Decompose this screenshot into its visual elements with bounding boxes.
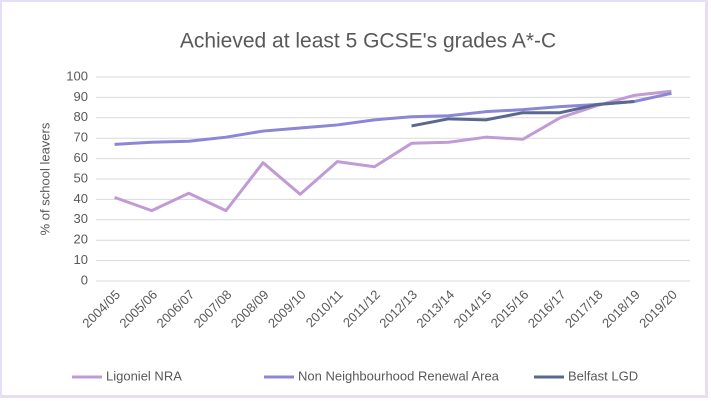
y-tick-label: 60 [74,150,88,165]
series-line [411,99,635,128]
y-tick-label: 50 [74,170,88,185]
y-tick-label: 100 [66,68,88,83]
y-tick-label: 0 [81,272,88,287]
legend-label: Non Neighbourhood Renewal Area [298,368,500,383]
y-tick-label: 90 [74,89,88,104]
series-line [114,89,672,213]
y-tick-label: 20 [74,232,88,247]
series-line [114,91,672,146]
y-tick-label: 40 [74,191,88,206]
y-tick-label: 80 [74,109,88,124]
y-tick-label: 10 [74,252,88,267]
legend-label: Ligoniel NRA [106,368,182,383]
y-tick-label: 70 [74,130,88,145]
legend-label: Belfast LGD [568,368,638,383]
y-axis-label: % of school leavers [37,122,52,235]
y-tick-label: 30 [74,211,88,226]
chart-title: Achieved at least 5 GCSE's grades A*-C [180,30,556,53]
